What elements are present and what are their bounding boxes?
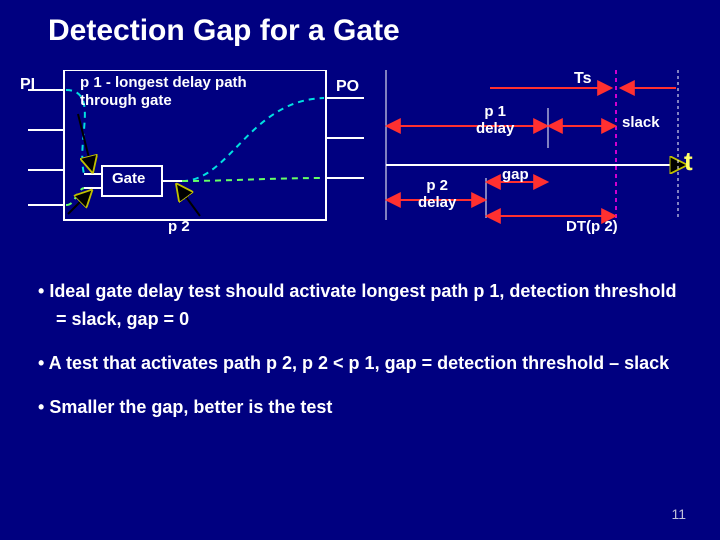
gate-label: Gate bbox=[112, 170, 145, 187]
bullet-item: A test that activates path p 2, p 2 < p … bbox=[38, 350, 678, 378]
diagram-area: PI p 1 - longest delay path through gate… bbox=[20, 70, 700, 240]
p2-path bbox=[66, 188, 84, 205]
slack-label: slack bbox=[622, 114, 660, 131]
page-number: 11 bbox=[671, 506, 686, 522]
arrow-in-top bbox=[78, 114, 92, 170]
bullet-item: Smaller the gap, better is the test bbox=[38, 394, 678, 422]
p1-delay-label: p 1 delay bbox=[476, 104, 514, 137]
slide-title: Detection Gap for a Gate bbox=[0, 0, 720, 48]
bullet-list: Ideal gate delay test should activate lo… bbox=[38, 278, 678, 438]
ts-label: Ts bbox=[574, 70, 591, 88]
p2-label: p 2 bbox=[168, 218, 190, 235]
p1-path bbox=[182, 98, 324, 181]
p1-desc: p 1 - longest delay path through gate bbox=[80, 74, 280, 110]
bullet-item: Ideal gate delay test should activate lo… bbox=[38, 278, 678, 334]
gap-label: gap bbox=[502, 166, 529, 183]
arrow-out bbox=[178, 186, 200, 216]
p2-delay-label: p 2 delay bbox=[418, 178, 456, 211]
t-axis-label: t bbox=[684, 146, 693, 177]
po-label: PO bbox=[336, 78, 359, 96]
pi-label: PI bbox=[20, 76, 35, 94]
p2-path bbox=[182, 178, 324, 181]
dt-label: DT(p 2) bbox=[566, 218, 618, 235]
